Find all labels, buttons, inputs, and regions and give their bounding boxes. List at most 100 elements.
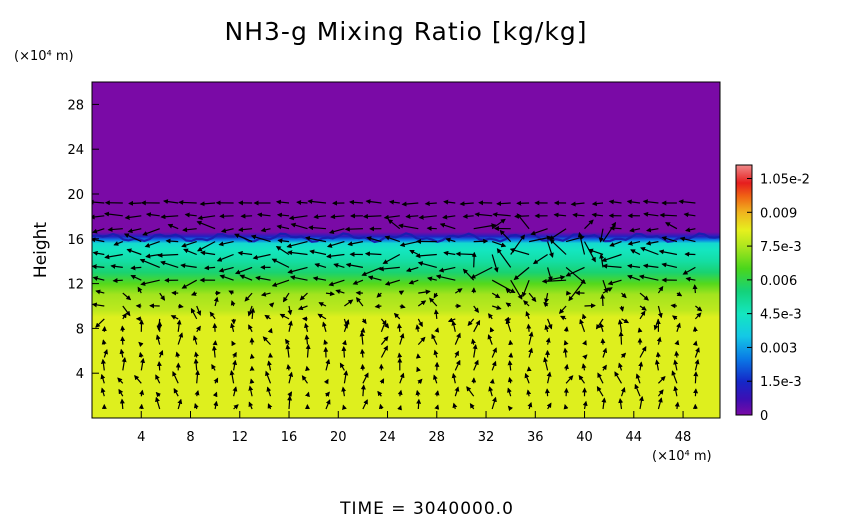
wind-vector: [140, 279, 160, 286]
wind-vector: [565, 266, 586, 285]
wind-vector: [507, 387, 512, 397]
wind-vector: [104, 253, 123, 260]
wind-vector: [443, 250, 456, 256]
wind-vector: [155, 396, 161, 410]
wind-vector: [211, 345, 217, 358]
wind-vector: [640, 246, 659, 256]
wind-vector: [233, 404, 239, 410]
wind-vector: [159, 292, 166, 301]
wind-vector: [271, 258, 290, 268]
wind-vector: [427, 276, 437, 282]
wind-vector: [473, 305, 480, 313]
wind-vector: [287, 395, 293, 410]
wind-vector: [673, 385, 679, 397]
wind-vector: [655, 351, 661, 358]
wind-vector: [228, 290, 234, 295]
wind-vector: [671, 315, 678, 321]
wind-vector: [492, 305, 502, 310]
wind-vector: [122, 305, 131, 317]
wind-vector: [396, 323, 402, 332]
wind-vector: [572, 212, 585, 218]
colorbar-tick-label: 7.5e-3: [760, 240, 802, 255]
wind-vector: [505, 288, 512, 294]
wind-vector: [277, 238, 290, 244]
wind-vector: [275, 246, 290, 256]
wind-vector: [582, 339, 587, 346]
wind-vector: [661, 236, 678, 243]
wind-vector: [544, 292, 550, 304]
wind-vector: [380, 345, 388, 358]
wind-vector: [362, 399, 368, 410]
x-tick-label: 44: [626, 430, 643, 445]
wind-vector: [305, 236, 327, 243]
wind-vector: [629, 227, 641, 233]
wind-vector: [204, 265, 216, 271]
wind-vector: [230, 322, 235, 332]
wind-vector: [287, 266, 308, 274]
wind-vector: [692, 284, 698, 294]
wind-vector: [301, 375, 308, 384]
wind-vector: [693, 388, 699, 397]
wind-vector: [527, 401, 533, 410]
wind-vector: [607, 279, 622, 286]
wind-vector: [635, 373, 641, 384]
wind-vector: [139, 389, 145, 397]
wind-vector: [200, 250, 216, 256]
wind-vector: [524, 372, 530, 384]
wind-vector: [140, 357, 146, 371]
wind-vector: [473, 223, 497, 230]
wind-vector: [639, 305, 647, 311]
wind-vector: [507, 360, 513, 371]
wind-vector: [285, 344, 291, 358]
wind-vector: [608, 199, 622, 205]
x-tick-label: 40: [576, 430, 593, 445]
wind-vector: [504, 316, 511, 322]
wind-vector: [313, 214, 327, 220]
wind-vector: [199, 201, 216, 207]
colorbar-tick-label: 0: [760, 409, 768, 424]
wind-vector: [282, 292, 290, 303]
wind-vector: [581, 313, 587, 320]
wind-vector: [119, 398, 125, 410]
plot-frame: [91, 81, 721, 419]
wind-vector: [565, 266, 585, 277]
wind-vector: [544, 324, 550, 332]
x-unit-label: (×10⁴ m): [652, 449, 712, 464]
wind-vector: [196, 325, 201, 333]
wind-vector: [130, 265, 142, 271]
x-tick-label: 8: [186, 430, 194, 445]
wind-vector: [182, 227, 197, 233]
wind-vector: [692, 326, 698, 332]
wind-vector: [184, 212, 197, 218]
wind-vector: [553, 212, 567, 218]
wind-vector: [360, 384, 366, 397]
wind-vector: [634, 383, 641, 397]
y-tick-label: 4: [76, 367, 84, 382]
wind-vector: [618, 398, 624, 410]
wind-vector: [602, 347, 608, 358]
wind-vector: [378, 403, 384, 410]
wind-vector: [399, 303, 406, 309]
wind-vector: [472, 344, 478, 358]
wind-vector: [492, 212, 511, 218]
wind-vector: [95, 318, 105, 328]
wind-vector: [491, 360, 497, 371]
wind-vector: [220, 228, 234, 234]
wind-vector: [470, 266, 493, 279]
wind-vector: [674, 350, 680, 358]
wind-vector: [325, 399, 331, 410]
wind-vector: [248, 324, 253, 333]
colorbar-tick-label: 1.5e-3: [760, 375, 802, 390]
wind-vector: [588, 248, 604, 256]
wind-vector: [579, 318, 586, 332]
wind-vector: [491, 396, 497, 410]
wind-vector: [341, 345, 347, 358]
wind-vector: [694, 347, 700, 358]
wind-vector: [639, 310, 646, 320]
wind-vector: [92, 250, 105, 256]
wind-vector: [417, 318, 423, 328]
wind-vector: [489, 326, 495, 333]
wind-vector: [659, 212, 677, 218]
wind-vector: [530, 228, 548, 236]
wind-vector: [262, 336, 271, 346]
